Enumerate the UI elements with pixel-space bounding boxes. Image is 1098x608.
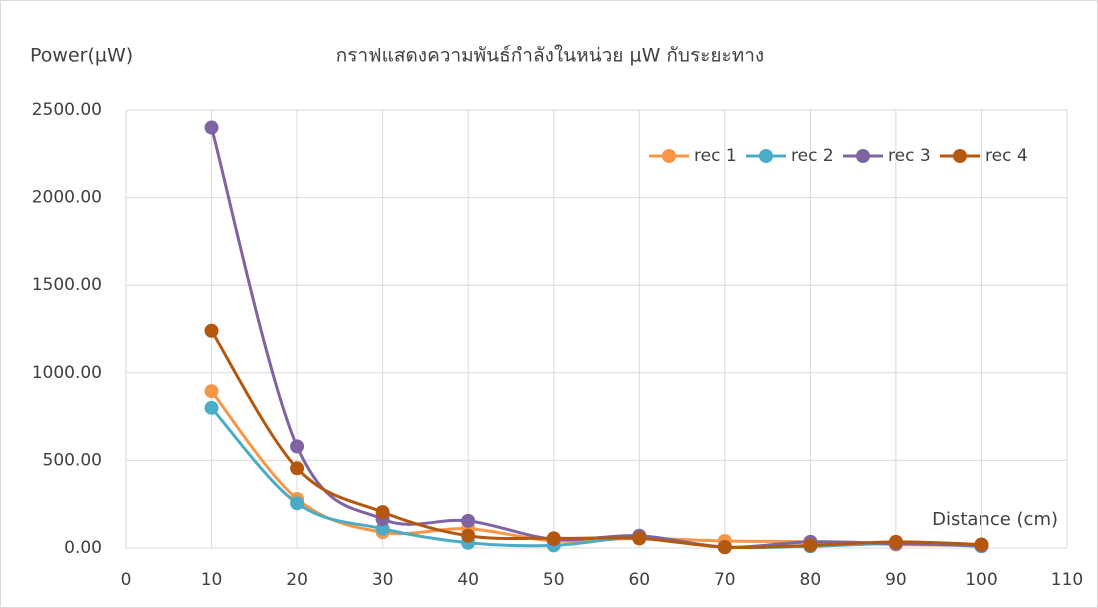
x-tick-label: 70 — [714, 570, 736, 590]
data-point — [204, 323, 219, 338]
x-tick-label: 60 — [628, 570, 650, 590]
data-point — [632, 531, 647, 546]
x-tick-label: 100 — [965, 570, 997, 590]
data-point — [204, 384, 219, 399]
y-tick-label: 2000.00 — [32, 188, 102, 208]
data-point — [888, 534, 903, 549]
data-point — [204, 120, 219, 135]
chart-title: กราฟแสดงความพันธ์กำลังในหน่วย µW กับระยะ… — [336, 45, 764, 67]
y-tick-label: 1000.00 — [32, 363, 102, 383]
x-axis-label: Distance (cm) — [932, 509, 1058, 530]
legend-label: rec 1 — [694, 146, 737, 166]
legend-marker — [856, 149, 870, 163]
legend-marker — [662, 149, 676, 163]
data-point — [461, 513, 476, 528]
series-line — [210, 329, 982, 549]
x-tick-label: 110 — [1051, 570, 1083, 590]
legend-marker — [759, 149, 773, 163]
data-point — [717, 540, 732, 555]
data-point — [290, 461, 305, 476]
x-tick-label: 0 — [121, 570, 132, 590]
data-point — [375, 505, 390, 520]
data-point — [290, 439, 305, 454]
data-point — [461, 528, 476, 543]
y-tick-label: 0.00 — [64, 538, 102, 558]
data-point — [803, 538, 818, 553]
y-tick-label: 2500.00 — [32, 100, 102, 120]
y-axis-label: Power(µW) — [30, 45, 133, 67]
legend-label: rec 3 — [888, 146, 931, 166]
data-point — [290, 496, 305, 511]
x-tick-label: 30 — [372, 570, 394, 590]
x-tick-label: 50 — [543, 570, 565, 590]
grid — [125, 109, 1068, 549]
x-tick-label: 90 — [885, 570, 907, 590]
legend-label: rec 2 — [791, 146, 834, 166]
y-tick-label: 500.00 — [43, 450, 102, 470]
legend-marker — [953, 149, 967, 163]
x-tick-label: 80 — [800, 570, 822, 590]
y-tick-label: 1500.00 — [32, 275, 102, 295]
x-tick-label: 40 — [457, 570, 479, 590]
x-tick-label: 20 — [286, 570, 308, 590]
data-point — [546, 531, 561, 546]
data-point — [375, 521, 390, 536]
data-point — [204, 400, 219, 415]
data-point — [974, 537, 989, 552]
x-tick-label: 10 — [201, 570, 223, 590]
legend-label: rec 4 — [985, 146, 1028, 166]
